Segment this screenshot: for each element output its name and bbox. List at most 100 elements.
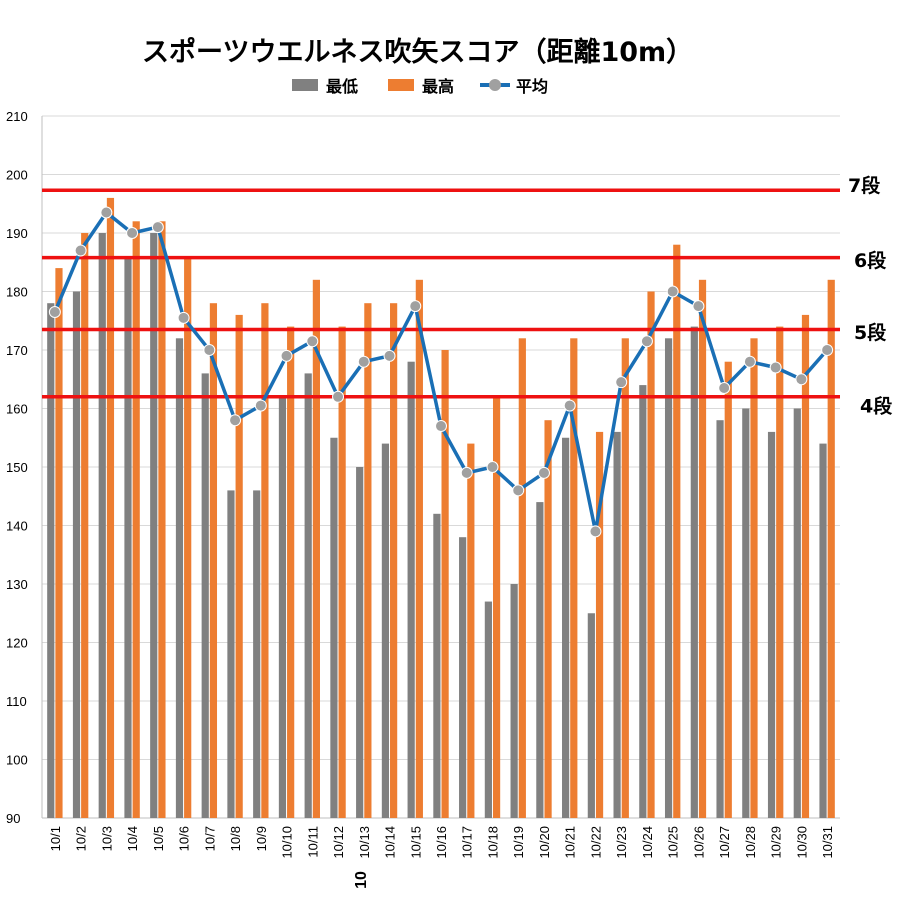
y-tick-label: 130 bbox=[6, 577, 28, 592]
x-tick-label: 10/11 bbox=[305, 826, 320, 858]
bar-min bbox=[330, 437, 338, 818]
bar-min bbox=[407, 361, 415, 818]
bar-max bbox=[621, 338, 629, 818]
bar-max bbox=[776, 326, 784, 818]
axis-labels: 90 100 110 120 130 140 150 160 170 180 190 200 210 7段… bbox=[6, 109, 893, 889]
bar-min bbox=[484, 601, 492, 818]
bar-max bbox=[209, 303, 218, 818]
x-tick-label: 10/8 bbox=[228, 826, 243, 851]
legend-item-avg: 平均 bbox=[480, 74, 548, 96]
y-tick-label: 110 bbox=[6, 694, 27, 709]
bar-min bbox=[742, 408, 750, 818]
y-tick-label: 90 bbox=[6, 811, 20, 826]
bar-min bbox=[793, 408, 801, 818]
bar-max bbox=[698, 279, 707, 818]
x-tick-label: 10/31 bbox=[820, 826, 835, 859]
x-tick-label: 10/29 bbox=[769, 826, 784, 859]
bar-min bbox=[356, 467, 364, 818]
bar-max bbox=[492, 396, 501, 818]
x-tick-label: 10/30 bbox=[794, 826, 809, 859]
x-tick-label: 10/21 bbox=[563, 826, 578, 859]
average-point bbox=[692, 300, 705, 313]
bar-max bbox=[647, 291, 655, 818]
bar-max bbox=[261, 303, 269, 818]
bar-min bbox=[716, 420, 724, 818]
bar-min bbox=[664, 338, 673, 818]
average-point bbox=[435, 420, 447, 433]
legend-label-avg: 平均 bbox=[516, 77, 549, 96]
x-tick-label: 10/23 bbox=[614, 826, 629, 859]
average-point bbox=[177, 311, 190, 324]
legend-swatch-min bbox=[292, 79, 318, 91]
bar-max bbox=[287, 326, 295, 818]
x-tick-label: 10/1 bbox=[48, 826, 63, 851]
x-tick-label: 10/13 bbox=[357, 826, 372, 859]
y-tick-label: 210 bbox=[6, 109, 28, 124]
bar-max bbox=[595, 431, 604, 818]
average-point bbox=[280, 349, 293, 362]
average-point bbox=[332, 390, 345, 403]
average-point bbox=[718, 382, 731, 395]
x-tick-label: 10/27 bbox=[717, 826, 732, 859]
y-tick-label: 150 bbox=[6, 460, 28, 475]
x-tick-label: 10/12 bbox=[331, 826, 346, 859]
bar-max bbox=[184, 256, 192, 818]
reference-label: 7段 bbox=[848, 174, 881, 197]
bar-min bbox=[690, 326, 698, 818]
legend-swatch-avg bbox=[480, 79, 510, 91]
legend-item-min: 最低 bbox=[292, 74, 358, 96]
average-point bbox=[615, 376, 628, 389]
x-tick-label: 10/2 bbox=[74, 826, 89, 851]
bar-min bbox=[150, 233, 158, 818]
legend-label-max: 最高 bbox=[422, 77, 455, 96]
bar-max bbox=[801, 314, 810, 818]
stray-label: 10 bbox=[353, 871, 370, 889]
bar-min bbox=[767, 431, 776, 818]
bar-min bbox=[98, 233, 106, 818]
bar-max bbox=[673, 244, 681, 818]
bar-min bbox=[562, 437, 570, 818]
bar-max bbox=[570, 338, 578, 818]
bar-max bbox=[390, 303, 398, 818]
average-point bbox=[821, 344, 834, 356]
x-tick-label: 10/10 bbox=[280, 826, 295, 859]
average-line bbox=[48, 206, 834, 538]
legend-label-min: 最低 bbox=[326, 77, 359, 96]
average-point bbox=[795, 373, 808, 386]
bar-max bbox=[81, 233, 89, 818]
average-point bbox=[537, 466, 550, 479]
x-tick-label: 10/17 bbox=[460, 826, 475, 859]
bar-max bbox=[518, 338, 526, 818]
x-tick-label: 10/26 bbox=[691, 826, 706, 859]
bar-min bbox=[278, 396, 287, 818]
x-tick-label: 10/24 bbox=[640, 826, 655, 859]
x-tick-label: 10/14 bbox=[383, 826, 398, 859]
x-tick-label: 10/9 bbox=[254, 826, 269, 851]
bar-min bbox=[639, 385, 647, 818]
bar-max bbox=[544, 420, 552, 818]
bar-min bbox=[819, 443, 827, 818]
bar-min bbox=[381, 443, 390, 818]
bar-max bbox=[415, 279, 423, 818]
average-point bbox=[203, 344, 216, 356]
average-point bbox=[254, 399, 267, 412]
y-tick-label: 120 bbox=[6, 636, 28, 651]
x-tick-label: 10/6 bbox=[177, 826, 192, 851]
bar-min bbox=[201, 373, 209, 818]
bar-min bbox=[459, 537, 467, 818]
y-tick-label: 190 bbox=[6, 226, 28, 241]
y-tick-label: 140 bbox=[6, 519, 28, 534]
chart-title: スポーツウエルネス吹矢スコア（距離10m） bbox=[142, 37, 694, 68]
bar-max bbox=[132, 221, 140, 819]
average-point bbox=[512, 484, 525, 497]
average-point bbox=[640, 335, 653, 348]
bar-max bbox=[338, 326, 346, 818]
y-tick-label: 180 bbox=[6, 285, 28, 300]
average-point bbox=[563, 399, 576, 412]
bar-min bbox=[304, 373, 312, 818]
bar-min bbox=[433, 513, 441, 818]
average-point bbox=[48, 305, 61, 318]
average-point bbox=[409, 300, 422, 313]
bar-max bbox=[441, 350, 449, 818]
